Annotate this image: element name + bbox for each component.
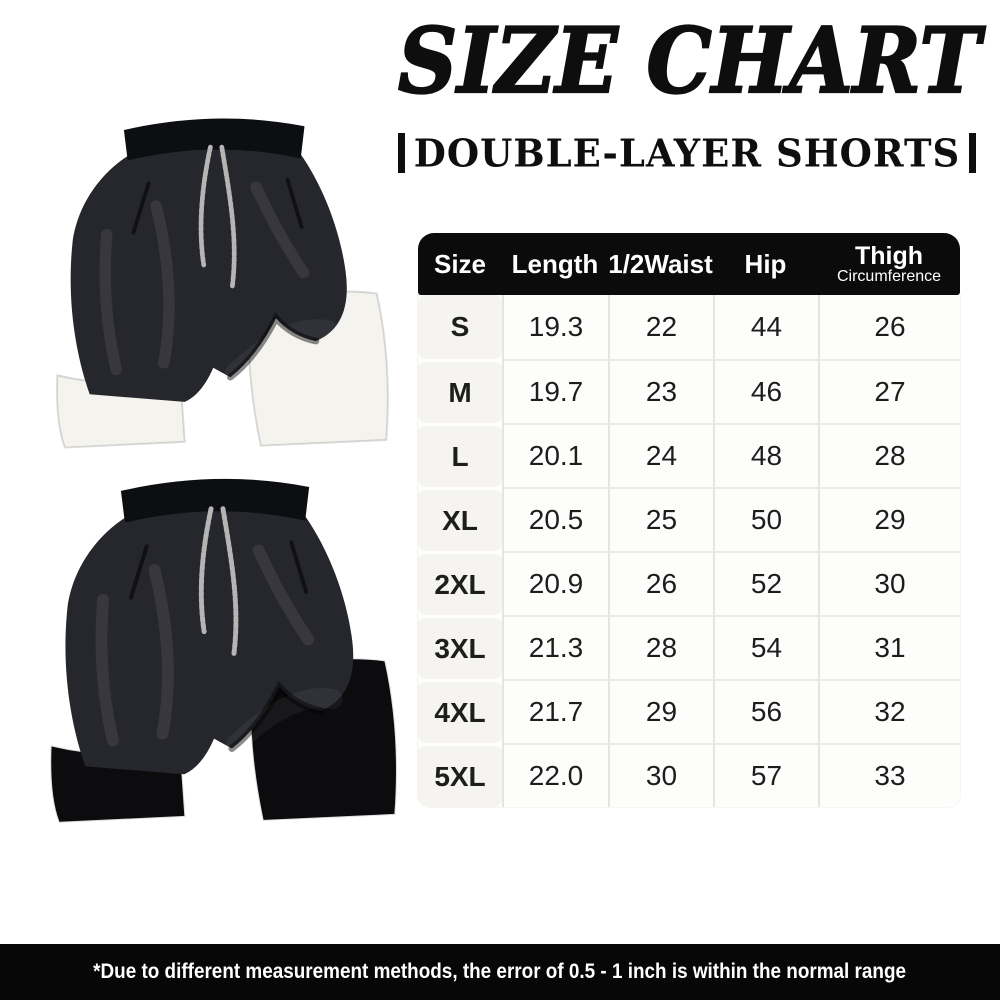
value-cell: 48 [713,423,818,487]
value-cell: 32 [818,679,960,743]
waistband [123,118,305,161]
lifted-hem-edge [228,680,325,752]
pocket-seam-left [128,544,149,600]
value-cell: 27 [818,359,960,423]
fabric-fold-highlight [250,181,310,279]
value-cell: 29 [608,679,713,743]
value-cell: 22 [608,295,713,359]
value-cell: 20.1 [502,423,608,487]
value-cell: 20.5 [502,487,608,551]
value-cell: 54 [713,615,818,679]
value-cell: 26 [608,551,713,615]
page-subtitle: DOUBLE-LAYER SHORTS [397,127,977,179]
table-row: 2XL 20.9 26 52 30 [418,551,960,615]
value-cell: 30 [608,743,713,807]
drawstring-left [198,144,213,268]
table-row: 5XL 22.0 30 57 33 [418,743,960,807]
size-cell: XL [418,487,502,551]
table-row: XL 20.5 25 50 29 [418,487,960,551]
value-cell: 28 [608,615,713,679]
table-row: L 20.1 24 48 28 [418,423,960,487]
product-photo-black-liner [6,446,432,838]
bracket-right-icon [969,133,977,173]
footer-note-bar: *Due to different measurement methods, t… [0,944,1000,1000]
table-row: 3XL 21.3 28 54 31 [418,615,960,679]
table-row: M 19.7 23 46 27 [418,359,960,423]
fabric-sheen [224,319,337,383]
fabric-sheen [225,688,343,755]
col-header-length: Length [511,248,599,279]
pocket-seam-left [131,181,151,235]
value-cell: 19.3 [502,295,608,359]
drawstring-left [198,506,214,635]
size-cell: 2XL [418,551,502,615]
value-cell: 46 [713,359,818,423]
value-cell: 19.7 [502,359,608,423]
page-subtitle-label: DOUBLE-LAYER SHORTS [413,130,961,176]
value-cell: 30 [818,551,960,615]
page-title: SIZE CHART [397,8,982,114]
fabric-fold-highlight [252,544,315,646]
col-header-half-waist: 1/2Waist [608,248,713,279]
size-cell: 4XL [418,679,502,743]
value-cell: 56 [713,679,818,743]
col-header-thigh-main: Thigh [854,241,924,270]
value-cell: 20.9 [502,551,608,615]
bracket-left-icon [397,133,405,173]
shorts-illustration-white-liner [56,118,389,449]
pocket-seam-right [289,540,309,594]
col-header-thigh-sub: Circumference [836,267,942,285]
value-cell: 33 [818,743,960,807]
size-cell: 5XL [418,743,502,807]
size-cell: M [418,359,502,423]
value-cell: 26 [818,295,960,359]
size-cell: L [418,423,502,487]
size-table: Size Length 1/2Waist Hip Thigh Circumfer… [418,233,960,807]
drawstring-right [219,144,237,290]
shorts-illustration-black-liner [50,478,397,823]
value-cell: 21.7 [502,679,608,743]
value-cell: 29 [818,487,960,551]
value-cell: 25 [608,487,713,551]
value-cell: 50 [713,487,818,551]
col-header-size: Size [433,248,487,279]
lifted-hem-edge [227,312,320,381]
value-cell: 21.3 [502,615,608,679]
value-cell: 44 [713,295,818,359]
table-row: S 19.3 22 44 26 [418,295,960,359]
waistband [120,478,310,523]
fabric-fold-highlight [95,593,119,747]
fabric-fold-highlight [148,564,174,740]
size-table-header: Size Length 1/2Waist Hip Thigh Circumfer… [418,233,960,295]
fabric-fold-highlight [99,228,122,376]
table-row: 4XL 21.7 29 56 32 [418,679,960,743]
value-cell: 52 [713,551,818,615]
col-header-thigh: Thigh Circumference [818,241,960,285]
value-cell: 28 [818,423,960,487]
fabric-fold-highlight [150,200,175,369]
value-cell: 24 [608,423,713,487]
pocket-seam-right [285,177,304,229]
product-photo-white-liner [12,92,424,458]
value-cell: 57 [713,743,818,807]
value-cell: 23 [608,359,713,423]
size-cell: S [418,295,502,359]
size-cell: 3XL [418,615,502,679]
col-header-hip: Hip [744,248,787,279]
footer-note-text: *Due to different measurement methods, t… [93,960,907,983]
value-cell: 22.0 [502,743,608,807]
value-cell: 31 [818,615,960,679]
size-table-body: S 19.3 22 44 26 M 19.7 23 46 27 L 20.1 24 48 28 XL 20.5 2… [418,295,960,807]
drawstring-right [220,506,239,657]
